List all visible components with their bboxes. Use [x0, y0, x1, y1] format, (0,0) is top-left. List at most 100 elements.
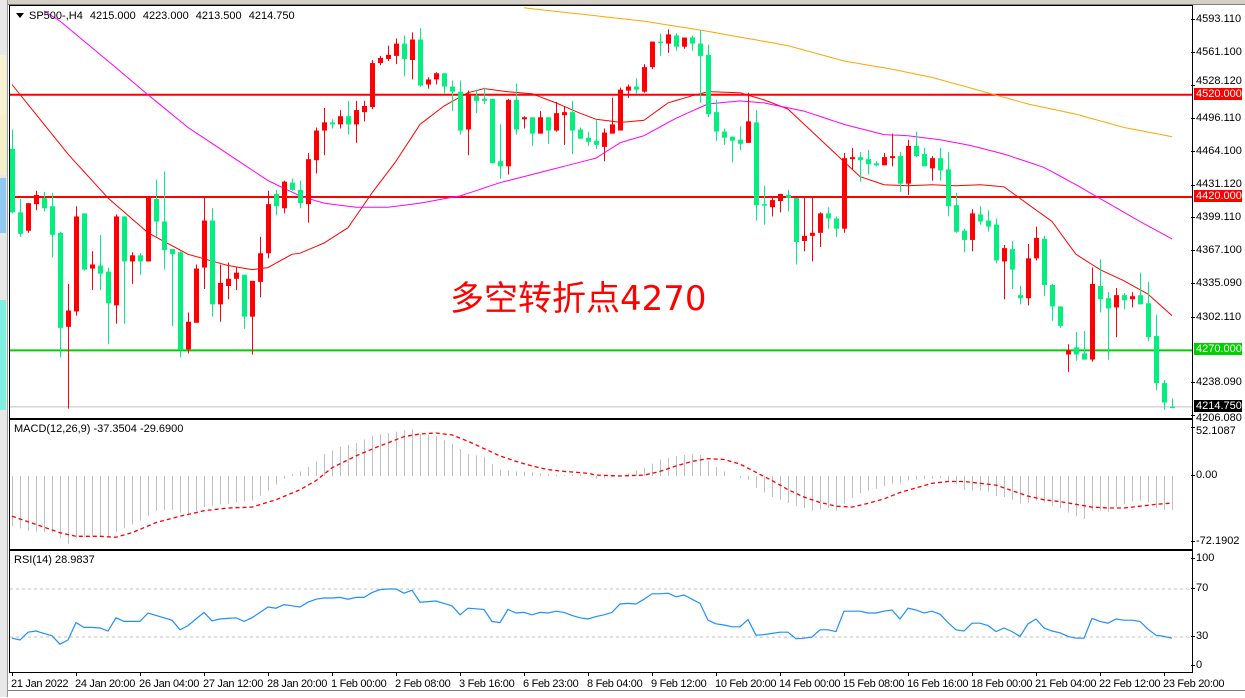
- candle-body: [706, 54, 711, 115]
- time-tick: [268, 672, 269, 676]
- candle: [730, 136, 735, 163]
- candle: [186, 312, 191, 354]
- price-tick-label: 4399.110: [1196, 211, 1242, 224]
- level-price-label: 4420.000: [1194, 190, 1242, 202]
- candle: [18, 199, 23, 237]
- candle-body: [258, 253, 263, 282]
- candle-body: [922, 154, 927, 167]
- time-label: 27 Jan 12:00: [203, 678, 264, 690]
- candle: [378, 55, 383, 66]
- candle-body: [162, 221, 167, 251]
- rsi-label: RSI(14) 28.9837: [14, 554, 95, 566]
- candle-body: [562, 112, 567, 116]
- time-tick: [396, 672, 397, 676]
- axis-tick: [1191, 184, 1195, 186]
- candle: [42, 191, 47, 212]
- candle: [1162, 380, 1167, 410]
- candle-body: [522, 117, 527, 120]
- candle: [922, 147, 927, 167]
- candle-body: [34, 194, 39, 205]
- candle: [50, 192, 55, 258]
- time-label: 14 Feb 00:00: [779, 678, 841, 690]
- axis-tick: [1191, 665, 1195, 666]
- candle-body: [506, 99, 511, 167]
- candle-body: [122, 216, 127, 262]
- axis-tick: [1191, 19, 1195, 20]
- candle: [1002, 245, 1007, 300]
- candle-body: [546, 117, 551, 131]
- candle: [554, 101, 559, 132]
- rsi-axis-label: 0: [1196, 659, 1203, 671]
- candle-body: [938, 158, 943, 171]
- axis-tick: [1191, 282, 1195, 284]
- candle-body: [58, 232, 63, 328]
- candle-body: [906, 145, 911, 184]
- candle: [690, 35, 695, 51]
- rsi-panel[interactable]: RSI(14) 28.9837: [9, 550, 1193, 673]
- time-tick: [460, 672, 461, 676]
- candle: [626, 84, 631, 98]
- candle-body: [1082, 353, 1087, 360]
- price-chart-panel[interactable]: SP500-,H4 4215.000 4223.000 4213.500 421…: [9, 5, 1193, 419]
- candle: [954, 192, 959, 233]
- time-tick: [1100, 672, 1101, 676]
- candle-body: [170, 249, 175, 255]
- candle-body: [410, 39, 415, 60]
- header-close: 4214.750: [248, 10, 295, 22]
- candle: [402, 35, 407, 77]
- candle: [1058, 306, 1063, 328]
- price-tick-label: 4464.100: [1196, 144, 1242, 157]
- candle: [194, 264, 199, 323]
- candle-body: [530, 117, 535, 134]
- candle: [394, 38, 399, 65]
- candle: [322, 108, 327, 156]
- price-tick-label: 4528.120: [1196, 75, 1242, 88]
- time-tick: [780, 672, 781, 676]
- candle-body: [730, 136, 735, 141]
- candle: [290, 178, 295, 191]
- candle: [218, 264, 223, 322]
- candle: [1066, 344, 1071, 372]
- candle: [834, 216, 839, 237]
- candle-body: [626, 86, 631, 91]
- candle: [946, 152, 951, 217]
- level-price-label: 4520.000: [1194, 87, 1242, 100]
- candle: [578, 127, 583, 139]
- time-tick: [76, 672, 77, 676]
- price-tick-label: 4431.120: [1196, 177, 1242, 190]
- axis-tick: [1191, 51, 1195, 53]
- candle-body: [10, 148, 15, 213]
- time-label: 21 Feb 04:00: [1035, 678, 1097, 690]
- rsi-axis-label: 100: [1196, 552, 1215, 564]
- candle-body: [994, 224, 999, 261]
- candle: [146, 197, 151, 262]
- candle-body: [842, 158, 847, 229]
- price-tick-label: 4367.100: [1196, 244, 1242, 257]
- time-tick: [12, 672, 13, 676]
- candle-body: [82, 213, 87, 270]
- candle: [458, 80, 463, 135]
- candle-body: [394, 43, 399, 56]
- candle: [938, 147, 943, 181]
- annotation-text[interactable]: 多空转折点4270: [450, 279, 707, 319]
- candle: [634, 78, 639, 94]
- candle-body: [218, 282, 223, 305]
- candle: [1090, 267, 1095, 362]
- time-axis[interactable]: 21 Jan 2022 24 Jan 20:00 26 Jan 04:00 27 Ja…: [9, 672, 1225, 697]
- candle-body: [986, 220, 991, 227]
- candle-body: [1138, 295, 1143, 305]
- macd-axis-label: 52.1087: [1196, 424, 1236, 437]
- candle: [778, 193, 783, 213]
- macd-panel[interactable]: MACD(12,26,9) -37.3504 -29.6900: [9, 419, 1193, 550]
- time-label: 22 Feb 12:00: [1099, 678, 1161, 690]
- candle: [562, 106, 567, 145]
- candle: [362, 100, 367, 122]
- collapse-triangle-icon[interactable]: [16, 13, 24, 18]
- candle: [1170, 398, 1175, 409]
- candle: [594, 119, 599, 149]
- candle-body: [202, 220, 207, 268]
- candle: [858, 152, 863, 182]
- candle-body: [786, 194, 791, 199]
- candle-body: [498, 161, 503, 167]
- rsi-axis-label: 30: [1196, 630, 1209, 642]
